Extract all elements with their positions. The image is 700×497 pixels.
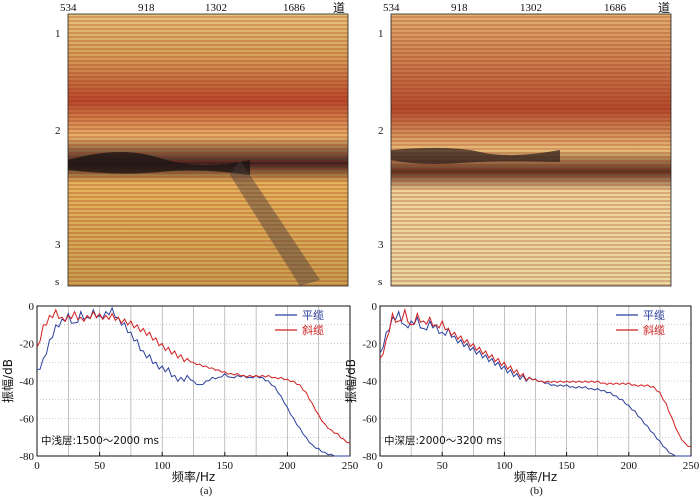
time-tick-3-a: 3: [55, 239, 61, 251]
time-tick-1-b: 1: [378, 28, 384, 40]
chart-a-frame: [36, 305, 351, 457]
chart-b-xtick-label: 150: [558, 460, 575, 472]
chart-a-ytick-label: -80: [19, 451, 34, 463]
chart-a-ytick-label: -40: [19, 376, 34, 388]
seismic-texture-a: [68, 14, 348, 286]
chart-b-xtick-label: 50: [437, 460, 449, 472]
chart-a-ylabel: 振幅/dB: [0, 359, 15, 403]
seismic-dark-horizon-a: [68, 151, 250, 175]
chart-a-legend-label: 平缆: [302, 309, 324, 322]
seismic-section-b: 534 918 1302 1686 道 1 2 3 s: [378, 1, 672, 288]
sub-label-b: (b): [530, 485, 543, 497]
trace-tick-1302-b: 1302: [520, 2, 542, 14]
time-tick-3-b: 3: [378, 239, 384, 251]
spectrum-plot-a: 0 50 100 150 200 250 0 -20 -40 -60 -80 频率/Hz 振幅/dB 平缆…: [0, 301, 359, 484]
chart-a-xtick-label: 200: [279, 460, 296, 472]
chart-a-xtick-label: 150: [217, 460, 234, 472]
chart-b-ytick-label: -60: [362, 414, 377, 426]
chart-a-legend-label: 斜缆: [302, 324, 324, 337]
seismic-dip-event-a: [230, 160, 320, 286]
chart-b-legend-label: 平缆: [643, 309, 665, 322]
trace-tick-534-b: 534: [383, 2, 400, 14]
chart-b-legend-label: 斜缆: [643, 324, 665, 337]
seismic-section-a: 534 918 1302 1686 道 1 2 3 s: [55, 1, 349, 288]
sub-label-a: (a): [200, 485, 213, 497]
chart-b-xtick-label: 100: [496, 460, 513, 472]
chart-b-series-slant-cable: [379, 307, 692, 448]
chart-b-xtick-label: 200: [621, 460, 638, 472]
chart-b-xlabel: 频率/Hz: [514, 469, 557, 484]
chart-a-series-slant-cable: [36, 308, 351, 444]
spectrum-plot-b: 0 50 100 150 200 250 0 -20 -40 -60 -80 频率/Hz 振幅/dB 平缆…: [343, 301, 700, 484]
chart-a-ytick-label: -60: [19, 414, 34, 426]
time-unit-a: s: [55, 276, 59, 288]
chart-a-xtick-label: 100: [154, 460, 171, 472]
trace-tick-1686-a: 1686: [283, 2, 306, 14]
trace-tick-1302-a: 1302: [205, 2, 227, 14]
chart-b-frame: [379, 305, 692, 457]
chart-b-ylabel: 振幅/dB: [343, 359, 358, 403]
trace-unit-b: 道: [658, 1, 670, 15]
chart-a-note: 中浅层:1500～2000 ms: [41, 434, 159, 447]
trace-tick-534-a: 534: [60, 2, 77, 14]
chart-b-ytick-label: -40: [362, 376, 377, 388]
trace-tick-918-a: 918: [138, 2, 155, 14]
chart-b-ytick-label: -20: [362, 339, 377, 351]
chart-b-ytick-label: -80: [362, 451, 377, 463]
time-tick-2-a: 2: [55, 125, 61, 137]
time-unit-b: s: [378, 276, 382, 288]
seismic-dark-horizon-b: [391, 147, 560, 164]
chart-b-xtick-label: 0: [377, 460, 383, 472]
chart-b-note: 中深层:2000～3200 ms: [384, 434, 502, 447]
trace-unit-a: 道: [333, 1, 345, 15]
chart-a-xtick-label: 250: [342, 460, 359, 472]
time-tick-2-b: 2: [378, 125, 384, 137]
trace-tick-918-b: 918: [451, 2, 468, 14]
chart-a-xtick-label: 0: [34, 460, 40, 472]
chart-b-xtick-label: 250: [683, 460, 700, 472]
chart-a-xlabel: 频率/Hz: [172, 469, 215, 484]
seismic-frame-b: [390, 13, 672, 287]
chart-b-ytick-label: 0: [372, 301, 378, 313]
chart-a-ytick-label: -20: [19, 339, 34, 351]
seismic-frame-a: [67, 13, 349, 287]
time-tick-1-a: 1: [55, 28, 61, 40]
chart-a-xtick-label: 50: [94, 460, 106, 472]
trace-tick-1686-b: 1686: [604, 2, 627, 14]
chart-a-ytick-label: 0: [29, 301, 35, 313]
